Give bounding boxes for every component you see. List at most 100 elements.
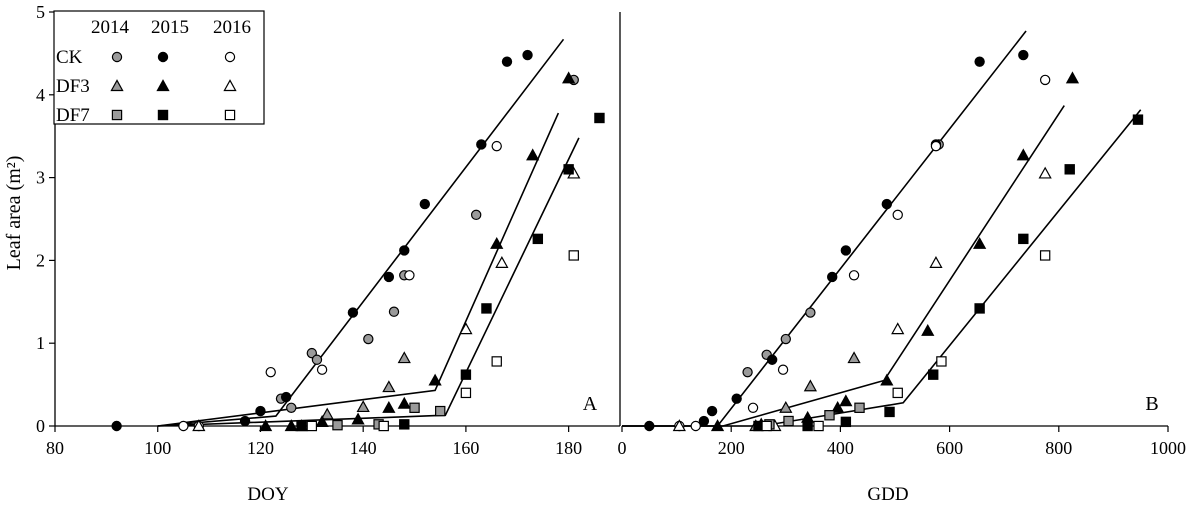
point-ck-2015	[766, 354, 778, 365]
point-ck-2015	[706, 405, 718, 417]
point-df3-2015	[710, 419, 725, 432]
point-df3-2015	[973, 237, 987, 249]
point-df7-2015	[1064, 164, 1075, 175]
point-ck-2015	[644, 420, 655, 432]
x-axis-title: DOY	[247, 484, 288, 505]
legend-marker-df7-2015	[157, 109, 169, 121]
legend: 2014 2015 2016 CK DF3 DF7	[53, 10, 265, 126]
point-df7-2015	[802, 420, 813, 432]
point-df7-2015	[460, 369, 472, 380]
point-ck-2015	[399, 245, 410, 256]
point-df3-2016	[891, 322, 905, 335]
point-df3-2015	[526, 148, 540, 161]
panel-letter: A	[583, 393, 598, 415]
point-ck-2014	[286, 402, 297, 413]
point-ck-2016	[265, 366, 276, 378]
point-df3-2015	[490, 237, 504, 249]
point-df3-2015	[1016, 148, 1030, 161]
point-df7-2016	[892, 387, 903, 399]
legend-label-df7: DF7	[56, 105, 90, 126]
legend-marker-ck-2015	[157, 51, 169, 63]
point-ck-2016	[930, 140, 942, 152]
y-axis-title: Leaf area (m²)	[3, 156, 25, 271]
y-tick-label: 1	[36, 333, 45, 353]
point-df3-2015	[284, 419, 298, 432]
point-df7-2016	[813, 420, 824, 432]
point-ck-2014	[311, 354, 323, 365]
point-df3-2016	[495, 256, 509, 268]
point-ck-2016	[316, 364, 328, 375]
legend-marker-ck-2016	[224, 51, 236, 63]
point-ck-2015	[731, 393, 742, 404]
point-df7-2016	[936, 356, 947, 367]
point-df7-2015	[532, 233, 544, 245]
point-ck-2015	[501, 56, 513, 67]
x-tick-label: 400	[827, 438, 854, 458]
point-ck-2015	[840, 245, 852, 256]
point-df7-2015	[1018, 233, 1029, 245]
point-df3-2015	[351, 412, 365, 425]
point-ck-2014	[388, 306, 400, 317]
point-df3-2016	[192, 419, 206, 432]
x-tick-label: 180	[555, 438, 582, 458]
fit-line-df3	[157, 112, 560, 427]
x-tick-label: 80	[46, 438, 64, 458]
panel-letter: B	[1145, 393, 1158, 415]
y-tick-label: 4	[36, 85, 45, 105]
point-ck-2014	[805, 307, 816, 318]
legend-marker-df3-2016	[223, 79, 237, 92]
point-ck-2015	[476, 139, 487, 150]
x-tick-label: 1000	[1150, 438, 1186, 458]
point-df7-2016	[460, 387, 472, 399]
point-df7-2014	[854, 402, 865, 413]
point-df3-2014	[779, 400, 793, 413]
x-tick-label: 600	[936, 438, 963, 458]
legend-marker-df7-2014	[111, 109, 123, 121]
panel-b: 0 200 400 600 800 1000 GDD B	[618, 12, 1186, 505]
point-ck-2016	[747, 402, 759, 413]
point-ck-2016	[848, 270, 860, 281]
point-df7-2016	[306, 420, 318, 432]
point-df3-2015	[921, 323, 935, 336]
point-ck-2016	[178, 420, 189, 432]
point-df3-2016	[672, 419, 686, 432]
point-ck-2014	[470, 209, 482, 221]
point-ck-2015	[881, 198, 893, 210]
legend-label-ck: CK	[56, 47, 83, 68]
point-df3-2016	[459, 322, 473, 335]
point-df7-2015	[481, 303, 492, 314]
point-df7-2014	[435, 405, 446, 417]
point-ck-2016	[777, 364, 789, 375]
point-df7-2016	[491, 356, 502, 367]
point-ck-2014	[363, 333, 374, 345]
y-tick-label: 5	[36, 2, 45, 22]
point-ck-2015	[239, 415, 251, 427]
point-ck-2014	[742, 366, 753, 378]
point-df7-2016	[378, 420, 389, 432]
legend-year-2016: 2016	[213, 17, 251, 38]
legend-box	[53, 10, 265, 125]
point-df3-2016	[1038, 166, 1052, 179]
point-df7-2015	[399, 419, 410, 430]
point-ck-2015	[974, 56, 985, 67]
point-ck-2015	[111, 420, 122, 432]
point-df3-2014	[803, 379, 817, 392]
fit-line-ck	[622, 30, 1027, 427]
point-df3-2015	[382, 400, 396, 413]
point-df7-2016	[761, 420, 772, 432]
point-df7-2015	[884, 406, 895, 418]
x-tick-label: 140	[350, 438, 377, 458]
point-ck-2015	[255, 405, 266, 417]
point-df3-2015	[839, 394, 853, 407]
point-ck-2016	[1039, 74, 1051, 86]
point-ck-2015	[347, 307, 359, 318]
point-df3-2015	[1065, 71, 1080, 84]
x-tick-label: 200	[718, 438, 745, 458]
legend-marker-df3-2015	[156, 79, 170, 92]
x-tick-label: 800	[1045, 438, 1072, 458]
point-df3-2015	[831, 400, 845, 413]
point-df3-2014	[847, 351, 861, 364]
point-df7-2016	[568, 250, 579, 261]
legend-markers	[110, 51, 237, 121]
point-df7-2014	[332, 419, 343, 431]
